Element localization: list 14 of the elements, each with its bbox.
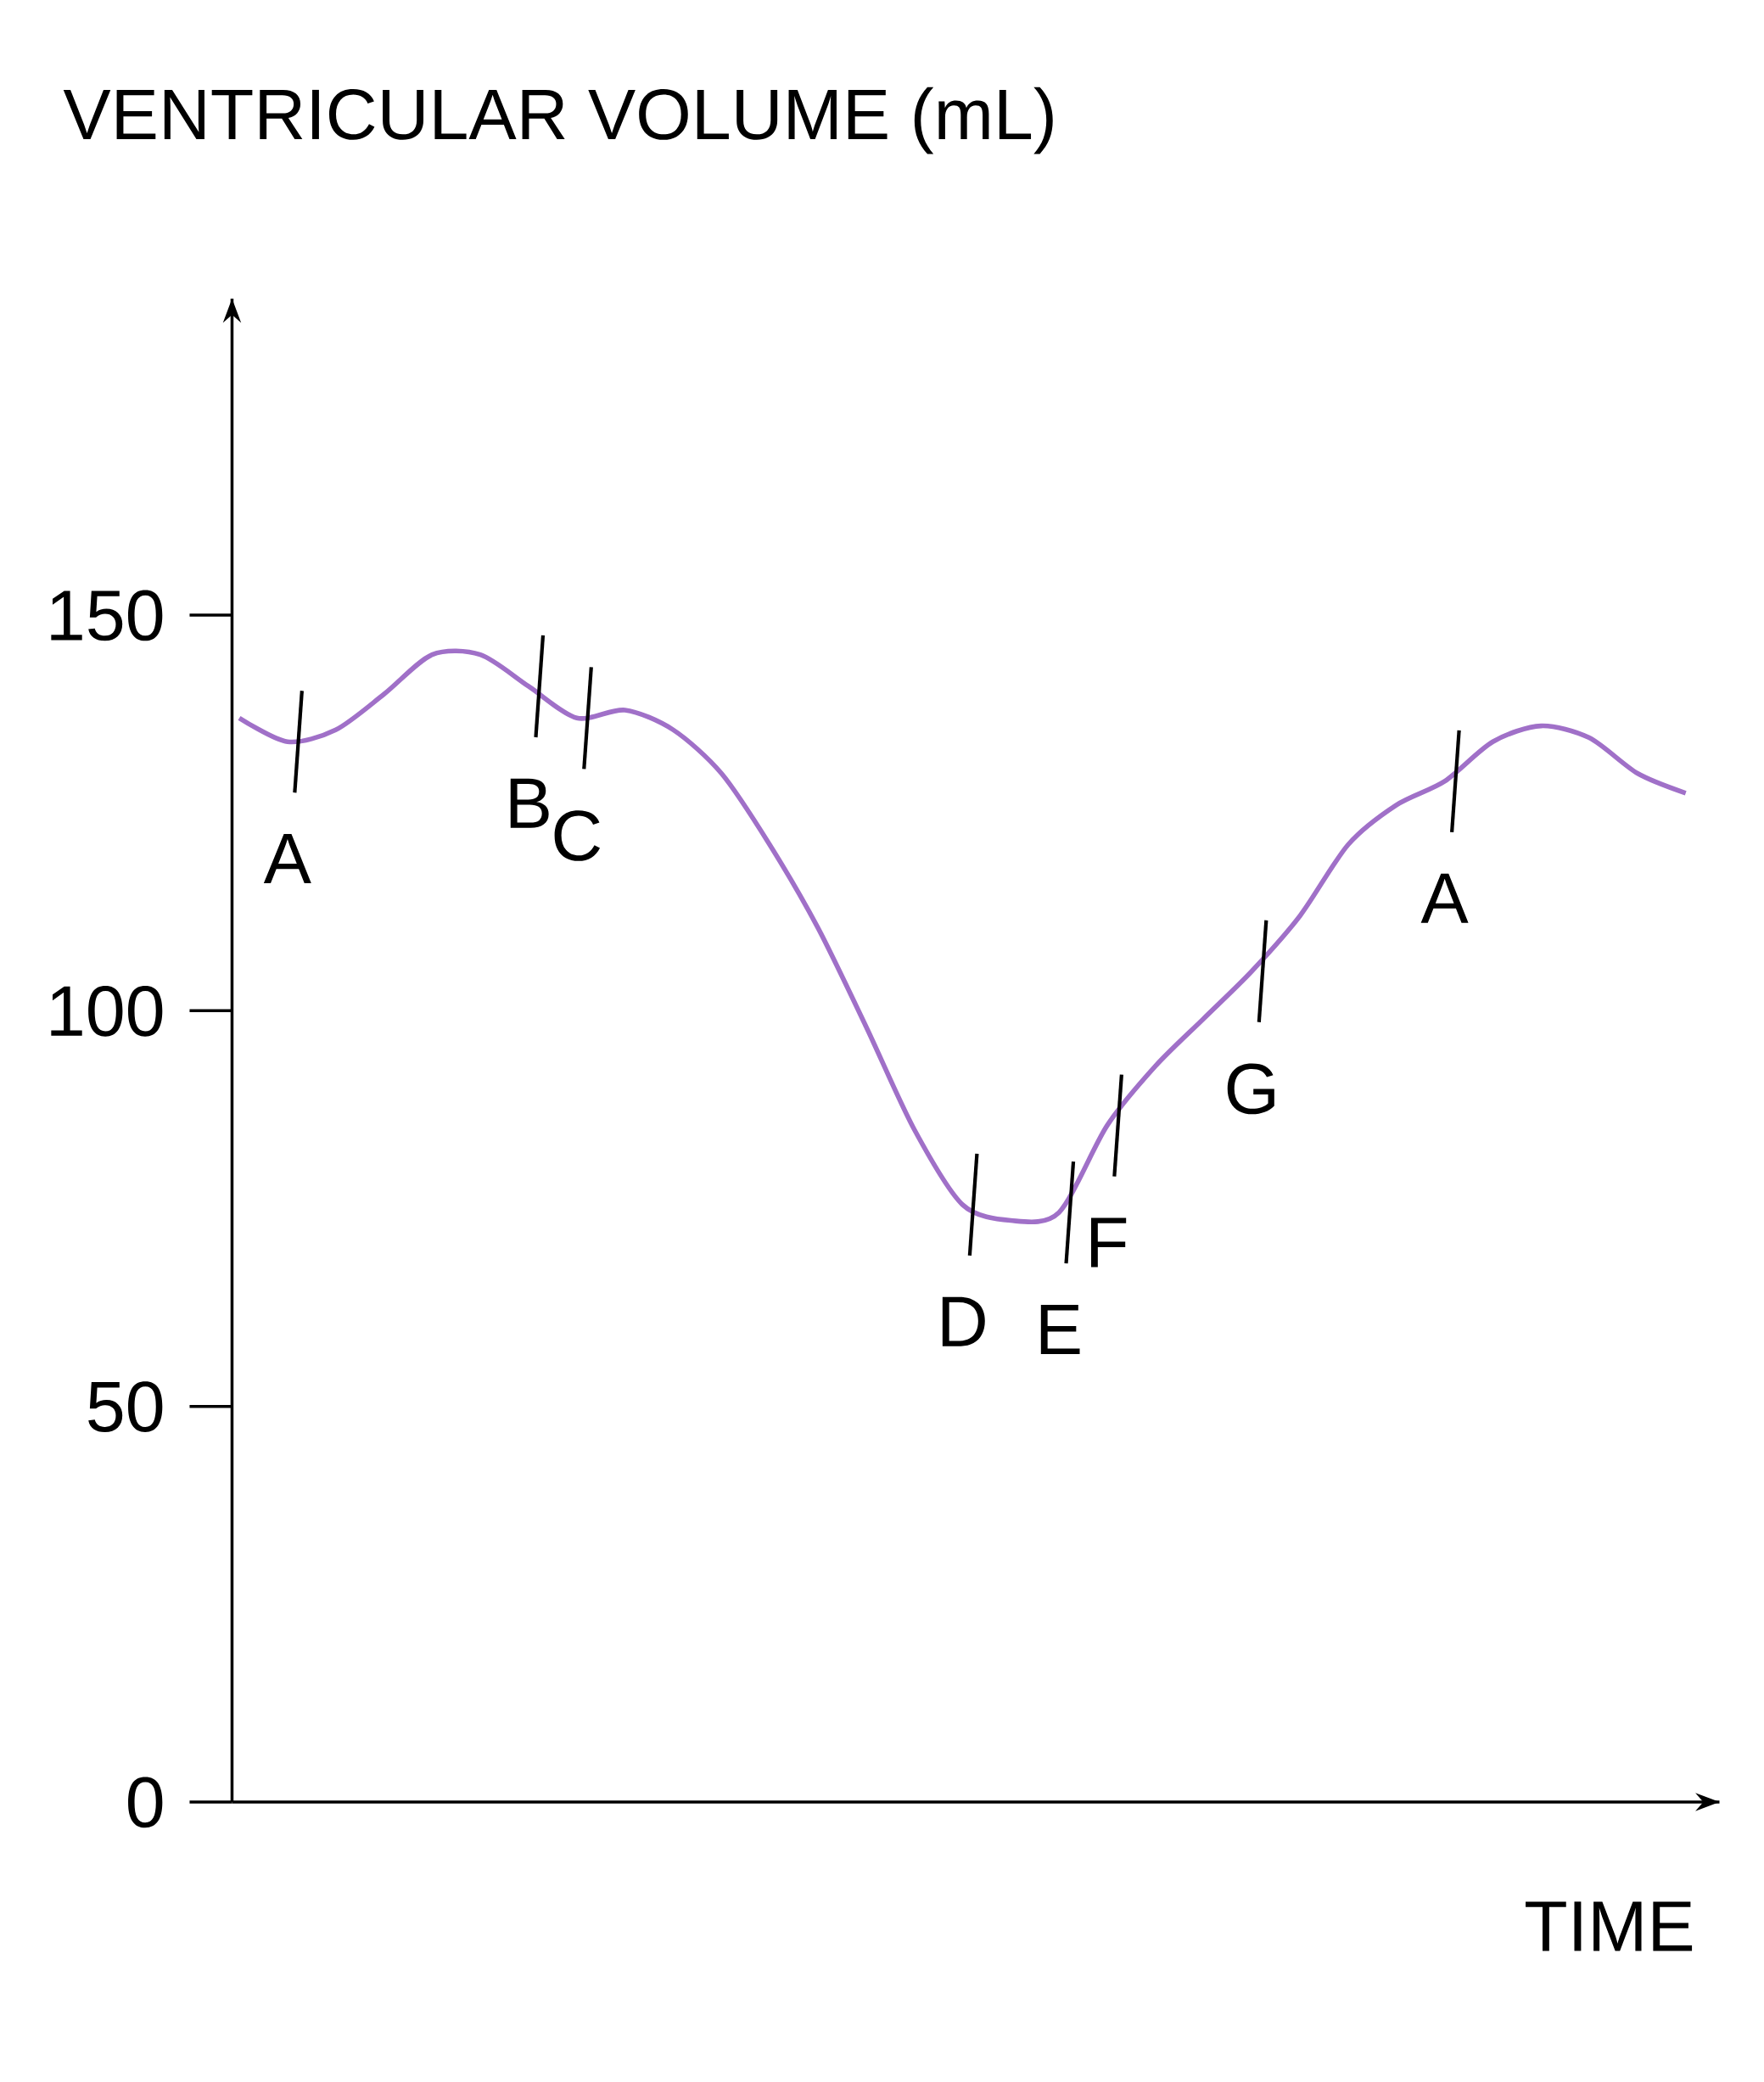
- y-tick-label: 150: [51, 590, 163, 641]
- y-tick-label: 100: [51, 985, 163, 1037]
- data-label: F: [1091, 1217, 1127, 1268]
- data-label: E: [1040, 1304, 1080, 1355]
- y-tick-label: 0: [128, 1777, 163, 1828]
- data-label: C: [554, 810, 601, 861]
- data-label: G: [1227, 1063, 1274, 1115]
- y-tick-label: 50: [88, 1381, 163, 1432]
- data-label: B: [510, 778, 549, 828]
- data-label: A: [263, 834, 311, 884]
- y-axis-title: VENTRICULAR VOLUME (mL): [63, 87, 1053, 154]
- data-label: A: [1420, 873, 1469, 923]
- x-axis-title: TIME: [1526, 1901, 1693, 1951]
- data-label: D: [942, 1296, 985, 1346]
